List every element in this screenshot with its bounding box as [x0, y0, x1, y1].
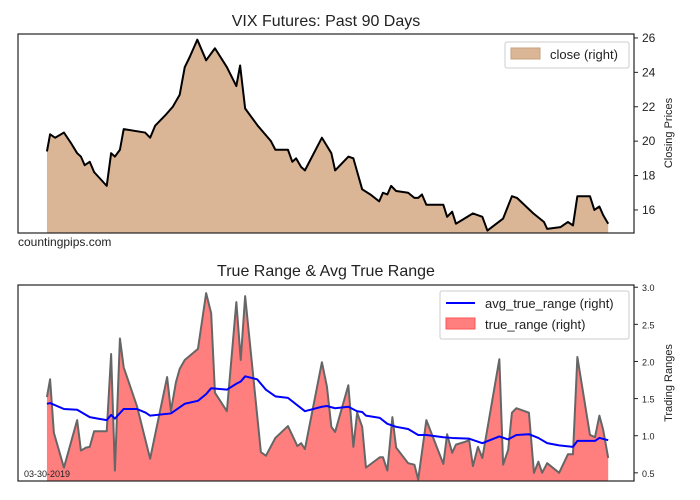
bottom-chart-legend: avg_true_range (right) true_range (right…: [439, 290, 630, 340]
y-tick-label: 0.5: [642, 469, 655, 479]
y-tick-label: 1.0: [642, 432, 655, 442]
top-chart-legend: close (right): [504, 41, 630, 69]
y-tick-label: 26: [642, 31, 656, 45]
y-tick-label: 2.0: [642, 357, 655, 367]
legend-swatch-close: [510, 47, 541, 60]
y-tick-label: 22: [642, 100, 656, 114]
bottom-chart-y-axis: 0.5 1.0 1.5 2.0 2.5 3.0: [634, 283, 655, 479]
top-chart-title: VIX Futures: Past 90 Days: [232, 13, 421, 30]
y-tick-label: 24: [642, 65, 656, 79]
y-tick-label: 18: [642, 169, 656, 183]
legend-label-tr: true_range (right): [485, 317, 585, 332]
top-chart-ylabel: Closing Prices: [663, 97, 675, 168]
series-area-close: [46, 39, 609, 233]
top-chart-marks: [45, 38, 610, 233]
y-tick-label: 2.5: [642, 320, 655, 330]
legend-label-atr: avg_true_range (right): [485, 296, 614, 311]
top-chart-frame: [17, 33, 635, 234]
legend-label-close: close (right): [550, 47, 618, 62]
y-tick-label: 20: [642, 134, 656, 148]
bottom-chart-marks: [45, 292, 610, 481]
bottom-chart-frame: [17, 284, 635, 482]
y-tick-label: 3.0: [642, 283, 655, 293]
bottom-chart-ylabel: Trading Ranges: [663, 344, 675, 422]
top-chart-y-axis: 16 18 20 22 24 26: [634, 31, 656, 217]
legend-swatch-tr: [445, 317, 476, 330]
watermark-countingpips: countingpips.com: [18, 235, 111, 249]
series-line-avg_true_range: [46, 375, 609, 448]
series-line-true_range: [45, 292, 610, 481]
y-tick-label: 16: [642, 203, 656, 217]
series-area-true_range: [46, 293, 609, 481]
legend-box: [439, 290, 630, 340]
date-annotation: 03-30-2019: [24, 469, 70, 479]
y-tick-label: 1.5: [642, 395, 655, 405]
bottom-chart-title: True Range & Avg True Range: [217, 263, 435, 280]
